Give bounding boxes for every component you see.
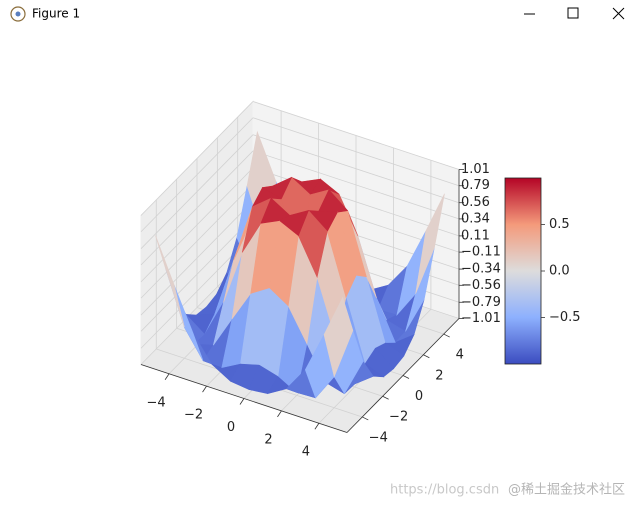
y-tick-label: −2 xyxy=(389,410,408,425)
surface-patch xyxy=(323,296,354,378)
y-tick xyxy=(443,333,450,338)
grid-line xyxy=(252,117,460,187)
grid-line xyxy=(252,150,460,220)
z-tick-label: −1.01 xyxy=(461,311,501,326)
close-button[interactable] xyxy=(612,7,625,20)
grid-line xyxy=(140,101,254,216)
y-tick xyxy=(402,375,410,379)
app-icon xyxy=(10,6,26,22)
title-bar: Figure 1 xyxy=(10,6,625,22)
y-tick-label: 0 xyxy=(415,389,423,404)
grid-line xyxy=(252,101,460,170)
x-tick-label: −4 xyxy=(147,395,166,410)
z-tick-label: 0.56 xyxy=(461,195,490,210)
x-tick xyxy=(202,385,207,393)
grid-line xyxy=(140,134,254,249)
y-tick xyxy=(423,354,430,359)
x-tick xyxy=(277,410,282,418)
z-tick-label: 0.11 xyxy=(461,228,490,243)
x-tick xyxy=(314,423,320,430)
y-tick xyxy=(362,416,369,421)
watermark-handle: @稀土掘金技术社区 xyxy=(508,482,625,498)
grid-line xyxy=(140,183,254,299)
grid-line xyxy=(140,217,254,332)
app-icon-dot xyxy=(15,11,21,17)
grid-line xyxy=(252,134,460,204)
x-tick-label: 0 xyxy=(227,420,235,435)
plot-area: −4−2024−4−20241.010.790.560.340.11−0.11−… xyxy=(140,100,581,460)
grid-line xyxy=(140,167,254,283)
surface-patch xyxy=(279,210,310,237)
y-tick-label: 2 xyxy=(435,368,443,383)
z-tick-label: −0.11 xyxy=(461,245,501,260)
y-tick-label: 4 xyxy=(456,348,464,363)
x-tick-label: −2 xyxy=(184,408,203,423)
colorbar-tick-label: −0.5 xyxy=(549,310,581,325)
z-tick-label: 0.79 xyxy=(461,178,490,193)
x-tick-label: 4 xyxy=(302,445,310,460)
y-tick xyxy=(382,395,389,400)
y-tick-label: −4 xyxy=(369,430,388,445)
colorbar xyxy=(504,177,542,365)
surface-patch xyxy=(415,193,445,294)
colorbar-tick-label: 0.5 xyxy=(549,217,570,232)
grid-line xyxy=(140,117,254,233)
watermark-url: https://blog.csdn xyxy=(390,483,499,498)
maximize-button[interactable] xyxy=(567,7,579,19)
colorbar-tick-label: 0.0 xyxy=(549,264,570,279)
window-title: Figure 1 xyxy=(32,7,80,21)
z-tick-label: −0.79 xyxy=(461,295,501,310)
z-tick-label: −0.34 xyxy=(461,262,501,277)
x-tick xyxy=(239,398,245,405)
z-tick-label: 0.34 xyxy=(461,211,490,226)
x-tick-label: 2 xyxy=(264,432,272,447)
z-tick-label: −0.56 xyxy=(461,278,501,293)
z-tick-label: 1.01 xyxy=(461,162,490,177)
surface-patch xyxy=(155,235,185,328)
x-tick xyxy=(164,373,170,380)
grid-line xyxy=(140,200,254,316)
